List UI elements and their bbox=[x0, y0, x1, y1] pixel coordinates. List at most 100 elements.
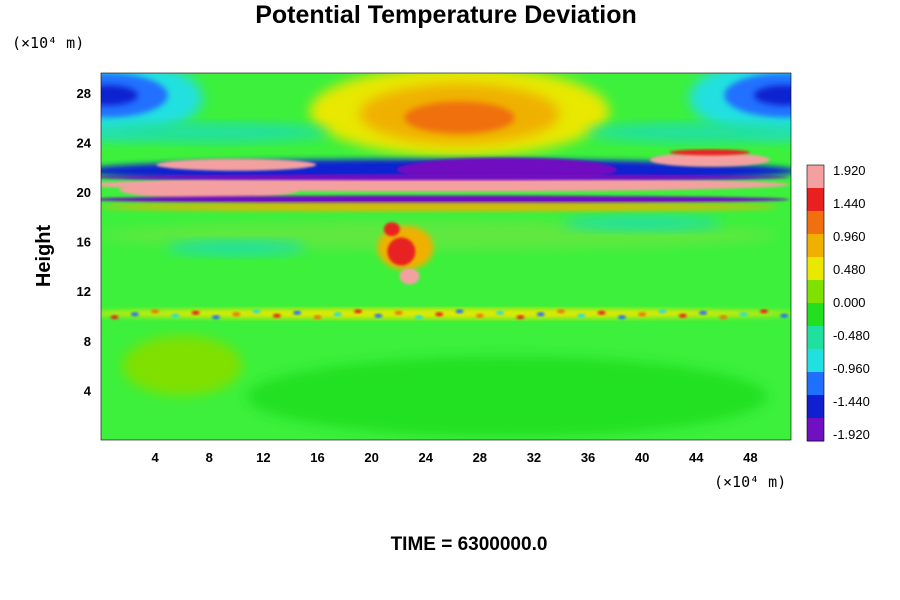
y-tick-label: 8 bbox=[84, 334, 91, 349]
wave-layer bbox=[156, 158, 317, 171]
x-tick-label: 44 bbox=[689, 450, 704, 465]
colorbar-labels: 1.920 1.440 0.960 0.480 0.000 -0.480 -0.960 -1.… bbox=[833, 163, 870, 442]
colorbar-label: 0.480 bbox=[833, 262, 866, 277]
x-tick-label: 40 bbox=[635, 450, 649, 465]
cold-min bbox=[754, 85, 791, 106]
noise-cell bbox=[293, 310, 302, 315]
noise-cell bbox=[435, 312, 444, 317]
colorbar-label: 1.920 bbox=[833, 163, 866, 178]
y-axis-unit: (×10⁴ m) bbox=[12, 34, 84, 52]
wave-layer bbox=[119, 180, 300, 199]
colorbar-label: 0.000 bbox=[833, 295, 866, 310]
colorbar-swatch bbox=[807, 349, 824, 373]
colorbar-swatch bbox=[807, 395, 824, 419]
colorbar-label: -0.960 bbox=[833, 361, 870, 376]
x-axis-unit: (×10⁴ m) bbox=[714, 473, 786, 491]
noise-cell bbox=[658, 309, 667, 314]
x-tick-label: 4 bbox=[152, 450, 160, 465]
cold-min bbox=[101, 85, 138, 106]
y-tick-label: 16 bbox=[77, 235, 91, 250]
x-tick-label: 32 bbox=[527, 450, 541, 465]
y-axis-label: Height bbox=[33, 225, 55, 288]
colorbar bbox=[806, 164, 825, 442]
lower-field bbox=[122, 335, 243, 396]
lower-field bbox=[246, 356, 767, 437]
wave-layer bbox=[669, 149, 750, 156]
noise-cell bbox=[232, 312, 241, 317]
noise-cell bbox=[151, 309, 160, 314]
y-tick-label: 4 bbox=[84, 383, 92, 398]
noise-cell bbox=[252, 309, 261, 314]
noise-cell bbox=[557, 309, 565, 314]
noise-cell bbox=[272, 313, 281, 318]
y-tick-label: 28 bbox=[77, 86, 91, 101]
cool-band bbox=[101, 122, 330, 143]
wave-layer bbox=[101, 174, 790, 181]
noise-cell bbox=[739, 312, 748, 317]
colorbar-swatch bbox=[807, 303, 824, 327]
x-tick-label: 36 bbox=[581, 450, 595, 465]
wave-layer bbox=[101, 195, 790, 204]
noise-cell bbox=[719, 315, 728, 320]
wave-layer bbox=[101, 202, 780, 211]
colorbar-swatch bbox=[807, 372, 824, 396]
noise-cell bbox=[110, 315, 119, 320]
heatmap-features bbox=[101, 73, 791, 437]
cool-band bbox=[586, 122, 791, 143]
noise-cell bbox=[496, 310, 505, 315]
colorbar-swatch bbox=[807, 280, 824, 304]
warm-max bbox=[404, 101, 515, 134]
plume bbox=[387, 237, 416, 266]
noise-cell bbox=[333, 312, 342, 317]
noise-cell bbox=[354, 309, 363, 314]
noise-cell bbox=[759, 309, 768, 314]
noise-cell bbox=[313, 315, 322, 320]
colorbar-swatch bbox=[807, 257, 824, 281]
noise-cell bbox=[394, 310, 403, 315]
noise-cell bbox=[617, 315, 626, 320]
colorbar-swatch bbox=[807, 188, 824, 212]
noise-cell bbox=[455, 309, 464, 314]
time-label: TIME = 6300000.0 bbox=[391, 534, 548, 555]
colorbar-frame bbox=[806, 164, 825, 442]
plot-frame bbox=[100, 72, 792, 441]
colorbar-swatch bbox=[807, 211, 824, 235]
plume bbox=[383, 222, 400, 237]
x-tick-label: 24 bbox=[418, 450, 433, 465]
chart-title: Potential Temperature Deviation bbox=[255, 1, 637, 29]
noise-cell bbox=[678, 313, 687, 318]
wave-layer bbox=[649, 152, 770, 167]
noise-cell bbox=[130, 312, 139, 317]
x-tick-label: 12 bbox=[256, 450, 270, 465]
y-tick-label: 20 bbox=[77, 185, 91, 200]
noise-cell bbox=[638, 312, 647, 317]
y-axis-ticks: 4 8 12 16 20 24 28 bbox=[77, 86, 92, 399]
noise-cell bbox=[191, 310, 200, 315]
colorbar-label: 0.960 bbox=[833, 229, 866, 244]
colorbar-swatch bbox=[807, 418, 824, 442]
noise-cell bbox=[171, 313, 180, 318]
colorbar-label: -0.480 bbox=[833, 328, 870, 343]
noise-cell bbox=[597, 310, 606, 315]
noise-cell bbox=[780, 313, 789, 318]
noise-cell bbox=[699, 310, 708, 315]
x-tick-label: 28 bbox=[473, 450, 487, 465]
noise-cell bbox=[577, 313, 586, 318]
noise-cell bbox=[374, 313, 383, 318]
y-tick-label: 24 bbox=[77, 135, 92, 150]
noise-cell bbox=[516, 315, 525, 320]
y-tick-label: 12 bbox=[77, 284, 91, 299]
noise-cell bbox=[475, 313, 484, 318]
x-tick-label: 48 bbox=[743, 450, 757, 465]
colorbar-swatch bbox=[807, 234, 824, 258]
colorbar-label: 1.440 bbox=[833, 196, 866, 211]
colorbar-label: -1.440 bbox=[833, 394, 870, 409]
colorbar-swatch bbox=[807, 165, 824, 189]
heatmap-plot-area bbox=[101, 73, 791, 440]
x-axis-ticks: 4 8 12 16 20 24 28 32 36 40 44 48 bbox=[152, 450, 758, 465]
cool-patch bbox=[166, 239, 307, 256]
cool-patch bbox=[562, 215, 723, 232]
x-tick-label: 16 bbox=[310, 450, 324, 465]
x-tick-label: 20 bbox=[364, 450, 378, 465]
